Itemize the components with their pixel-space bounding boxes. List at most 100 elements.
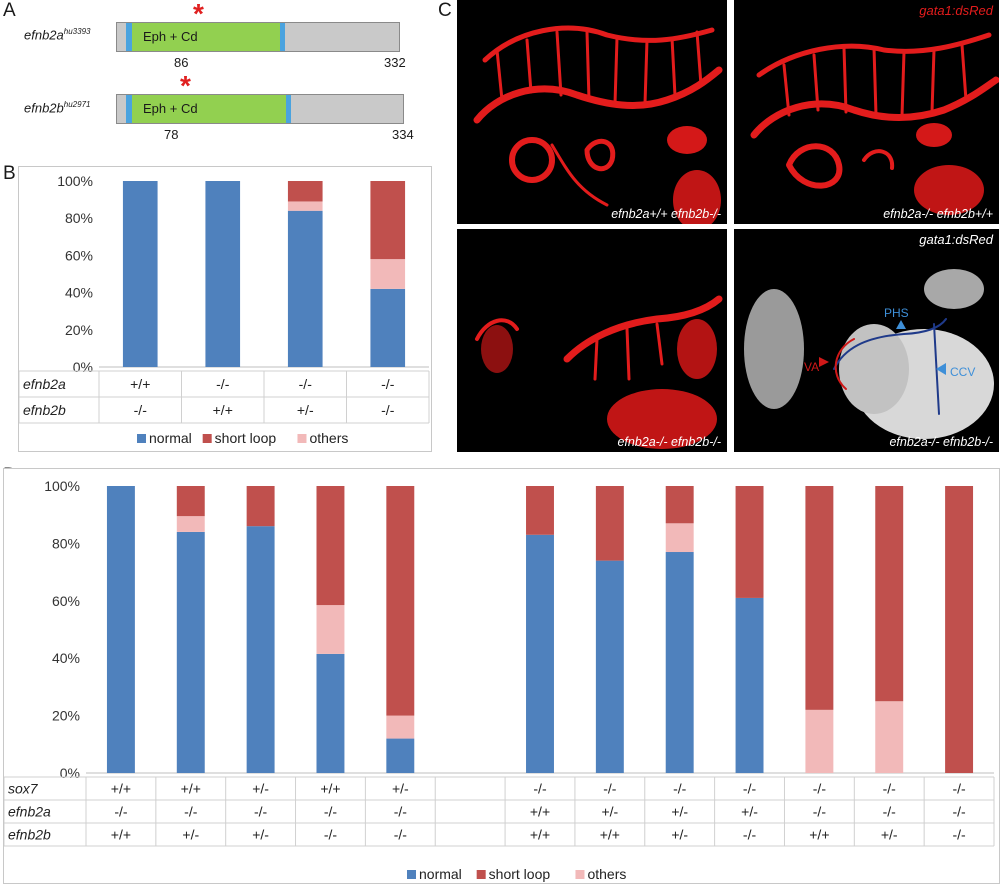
cap-right-efnb2b (286, 95, 291, 123)
panel-d-chart-frame: 0% 20% 40% 60% 80% 100% sox7 +/+ +/+ +/- +/+ +/- -/-… (3, 468, 1000, 884)
micro-caption-3: efnb2a-/- efnb2b-/- (617, 435, 721, 449)
mutation-star-efnb2a: * (193, 0, 204, 29)
micro-vasculature-1 (473, 25, 723, 224)
d-genotype-cell: -/- (673, 781, 687, 797)
b-ytick-label: 60% (65, 247, 93, 263)
d-genotype-cell: +/+ (111, 781, 131, 797)
d-genotype-cell: +/+ (809, 827, 829, 843)
b-bar-normal (370, 288, 406, 367)
d-genotype-cell: -/- (394, 804, 408, 820)
d-genotype-cell: -/- (952, 781, 966, 797)
d-genotype-cell: -/- (952, 804, 966, 820)
cap-left-efnb2a (126, 23, 132, 51)
b-genotype-cell: -/- (299, 376, 313, 392)
d-bar-short-loop (316, 486, 345, 606)
b-ytick-label: 80% (65, 210, 93, 226)
d-genotype-cell: -/- (184, 804, 198, 820)
micro-caption-2: efnb2a-/- efnb2b+/+ (883, 207, 993, 221)
d-genotype-cell: -/- (394, 827, 408, 843)
mutation-pos-efnb2a: 86 (174, 55, 189, 70)
micro-caption-4: efnb2a-/- efnb2b-/- (889, 435, 993, 449)
b-bar-others (370, 259, 406, 289)
d-genotype-cell: +/- (881, 827, 898, 843)
b-bar-short-loop (370, 181, 406, 260)
micro-overlay-4: gata1:dsRed (919, 232, 993, 247)
panel-a-diagram: efnb2ahu3393 Eph + Cd * 86 332 efnb2bhu2… (0, 0, 430, 160)
b-bar-others (287, 201, 323, 211)
d-genotype-cell: -/- (254, 804, 268, 820)
gene-label-efnb2a: efnb2ahu3393 (24, 27, 91, 43)
b-legend-label: others (309, 430, 348, 446)
length-efnb2b: 334 (392, 127, 414, 142)
d-genotype-cell: +/- (601, 804, 618, 820)
d-genotype-cell: +/- (182, 827, 199, 843)
d-bar-short-loop (526, 486, 554, 535)
micro-image-1: efnb2a+/+ efnb2b-/- (457, 0, 727, 224)
panel-b-chart-frame: 0% 20% 40% 60% 80% 100% efnb2a +/+ -/- -/- -/- efnb… (18, 166, 432, 452)
micro-image-4: PHS CCV VA gata1:dsRed efnb2a-/- efnb2b-… (734, 229, 999, 452)
d-bar-short-loop (246, 486, 275, 527)
b-ytick-label: 0% (73, 359, 93, 375)
d-genotype-cell: +/+ (530, 804, 550, 820)
b-genotype-cell: -/- (216, 376, 230, 392)
d-bar-normal (526, 534, 554, 773)
d-bar-normal (106, 486, 135, 773)
b-row-label: efnb2b (23, 402, 66, 418)
d-genotype-cell: -/- (883, 804, 897, 820)
d-genotype-cell: -/- (603, 781, 617, 797)
d-bar-normal (246, 526, 275, 773)
b-legend-swatch (297, 434, 307, 443)
d-genotype-cell: +/+ (181, 781, 201, 797)
b-ytick-label: 20% (65, 322, 93, 338)
d-legend-swatch (407, 870, 416, 879)
panel-d-chart: 0% 20% 40% 60% 80% 100% sox7 +/+ +/+ +/- +/+ +/- -/-… (3, 478, 995, 882)
d-genotype-cell: +/- (252, 781, 269, 797)
d-genotype-cell: -/- (743, 781, 757, 797)
d-bar-short-loop (735, 486, 764, 598)
panel-letter-b: B (3, 163, 16, 184)
b-genotype-cell: +/+ (213, 402, 233, 418)
b-legend-swatch (202, 434, 212, 443)
d-bar-short-loop (665, 486, 694, 524)
d-genotype-cell: +/- (741, 804, 758, 820)
b-genotype-cell: +/- (297, 402, 314, 418)
d-genotype-cell: +/+ (111, 827, 131, 843)
d-genotype-cell: +/- (252, 827, 269, 843)
b-row-label: efnb2a (23, 376, 66, 392)
d-bar-normal (735, 597, 764, 773)
b-genotype-cell: -/- (381, 402, 395, 418)
d-genotype-cell: -/- (813, 781, 827, 797)
b-ytick-label: 40% (65, 285, 93, 301)
d-legend-swatch (575, 870, 585, 879)
micro-caption-1: efnb2a+/+ efnb2b-/- (611, 207, 721, 221)
d-bar-normal (176, 531, 205, 773)
d-bar-short-loop (595, 486, 624, 561)
mutation-pos-efnb2b: 78 (164, 127, 179, 142)
d-genotype-cell: -/- (324, 827, 338, 843)
d-ytick-label: 40% (52, 650, 80, 666)
d-ytick-label: 100% (44, 478, 80, 494)
d-legend-label: normal (419, 866, 462, 882)
d-genotype-cell: -/- (952, 827, 966, 843)
panel-b-chart: 0% 20% 40% 60% 80% 100% efnb2a +/+ -/- -/- -/- efnb… (18, 173, 430, 446)
gene-label-efnb2b: efnb2bhu2971 (24, 100, 91, 116)
d-genotype-cell: +/+ (320, 781, 340, 797)
d-bar-others (316, 605, 345, 654)
domain-efnb2b: Eph + Cd (132, 95, 286, 123)
d-bar-short-loop (176, 486, 205, 517)
label-ccv: CCV (950, 365, 975, 379)
d-ytick-label: 0% (60, 765, 80, 781)
d-genotype-cell: +/- (671, 827, 688, 843)
cap-left-efnb2b (126, 95, 132, 123)
d-row-label: efnb2a (8, 804, 51, 820)
panel-letter-c: C (438, 0, 452, 21)
b-legend-label: short loop (215, 430, 277, 446)
label-va: VA (804, 360, 819, 374)
d-genotype-cell: -/- (883, 781, 897, 797)
b-genotype-cell: -/- (134, 402, 148, 418)
mutation-star-efnb2b: * (180, 70, 191, 101)
b-bar-normal (205, 181, 241, 367)
b-genotype-cell: -/- (381, 376, 395, 392)
b-bar-normal (287, 210, 323, 367)
b-legend-swatch (137, 434, 146, 443)
